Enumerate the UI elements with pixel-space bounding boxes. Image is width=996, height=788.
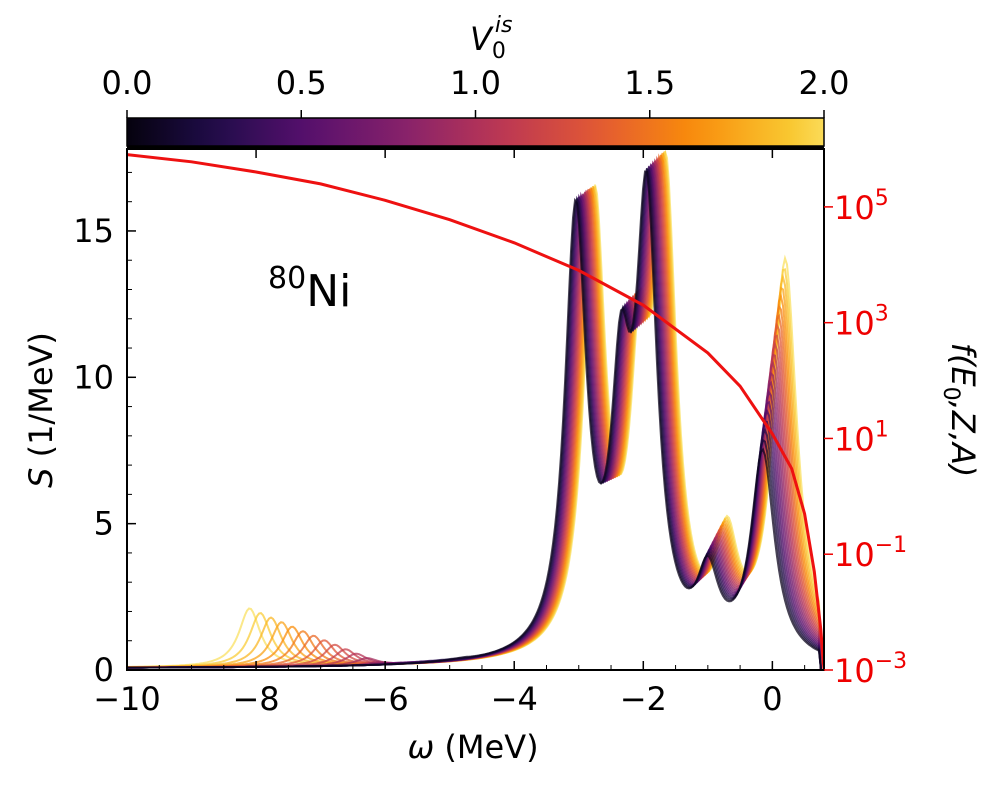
strength-curve — [127, 154, 823, 670]
x-tick-label: −6 — [362, 680, 409, 718]
strength-curves — [127, 149, 823, 670]
y-tick-label: 5 — [94, 505, 114, 543]
strength-curve — [127, 161, 823, 670]
x-tick-label: −2 — [620, 680, 667, 718]
colorbar: 0.0 0.5 1.0 1.5 2.0 V0is — [102, 13, 850, 149]
y-axis-left-ticks: 0 5 10 15 — [73, 171, 136, 689]
strength-curve — [127, 167, 823, 670]
strength-curve — [127, 158, 823, 670]
strength-curve — [127, 152, 823, 670]
x-tick-label: 0 — [762, 680, 782, 718]
colorbar-tick-label: 1.0 — [450, 64, 501, 102]
strength-curve — [127, 153, 823, 670]
strength-curve — [127, 152, 823, 670]
x-axis-ticks: −10 −8 −6 −4 −2 0 — [93, 149, 806, 718]
colorbar-tick-label: 2.0 — [799, 64, 850, 102]
strength-curve — [127, 168, 823, 670]
plot-frame — [126, 148, 825, 671]
strength-curve — [127, 170, 823, 670]
strength-curve — [127, 164, 823, 670]
strength-curve — [127, 162, 823, 670]
x-tick-label: −4 — [491, 680, 538, 718]
plot-area: −10 −8 −6 −4 −2 0 0 5 10 15 105 103 101 10−1 10−3 80… — [73, 148, 907, 718]
y-axis-right-ticks: 105 103 101 10−1 10−3 — [824, 186, 907, 690]
colorbar-tick-label: 0.0 — [102, 64, 153, 102]
colorbar-bar — [126, 117, 825, 147]
strength-curve — [127, 162, 823, 670]
strength-curve — [127, 151, 823, 670]
colorbar-label: V0is — [470, 13, 512, 64]
strength-curve — [127, 160, 823, 670]
strength-curve — [127, 165, 823, 670]
colorbar-ticks: 0.0 0.5 1.0 1.5 2.0 — [102, 64, 850, 149]
phase-space-curve — [127, 153, 824, 670]
y-tick-label: 10 — [73, 358, 114, 396]
y-axis-left-label: S (1/MeV) — [22, 332, 60, 488]
strength-curve — [127, 159, 823, 670]
y-axis-right-label: f(E0,Z,A) — [938, 343, 982, 478]
colorbar-tick-label: 0.5 — [276, 64, 327, 102]
y-right-tick-label: 103 — [834, 302, 889, 343]
y-tick-label: 0 — [94, 651, 114, 689]
strength-curve — [127, 157, 823, 670]
nucleus-annotation: 80Ni — [268, 261, 351, 317]
y-tick-label: 15 — [73, 212, 114, 250]
x-tick-label: −10 — [93, 680, 161, 718]
x-tick-label: −8 — [232, 680, 279, 718]
y-right-tick-label: 101 — [834, 417, 889, 458]
strength-curve — [127, 149, 823, 670]
strength-curve — [127, 166, 823, 670]
colorbar-tick-label: 1.5 — [624, 64, 675, 102]
y-right-tick-label: 105 — [834, 186, 889, 227]
y-right-tick-label: 10−3 — [834, 649, 907, 690]
colorbar-gap-line — [127, 146, 824, 149]
x-axis-label: ω (MeV) — [407, 728, 538, 766]
strength-curve — [127, 155, 823, 670]
y-right-tick-label: 10−1 — [834, 533, 907, 574]
